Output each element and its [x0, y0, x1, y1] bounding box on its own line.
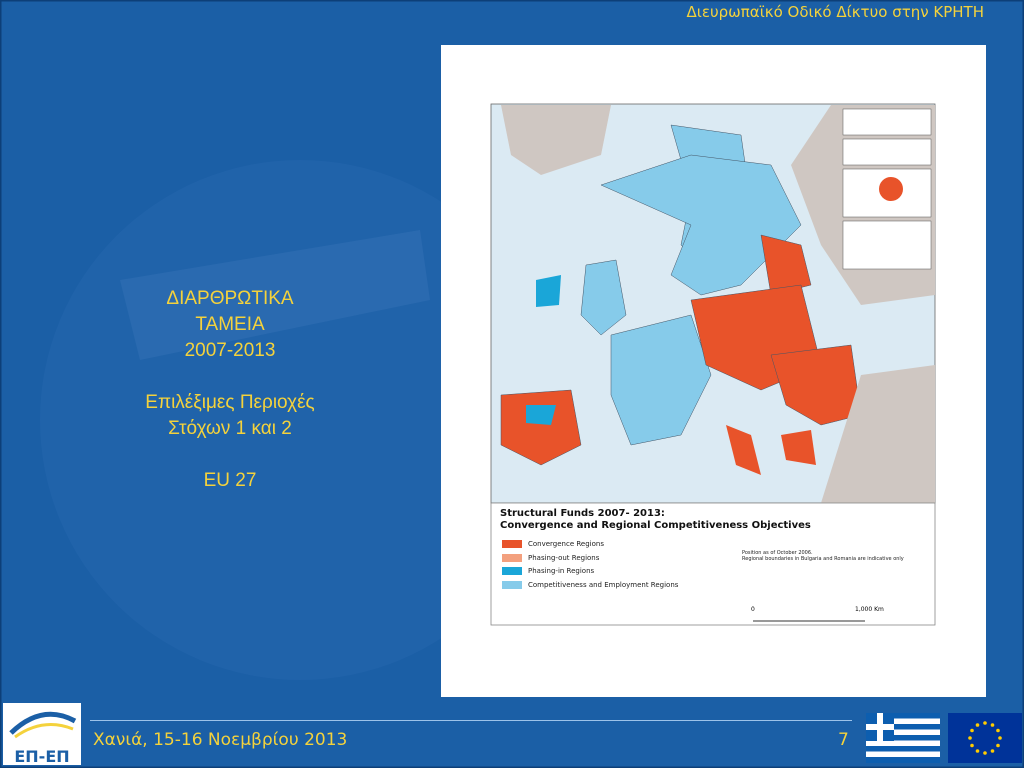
map-frame — [441, 45, 986, 697]
map-note: Position as of October 2006. Regional bo… — [742, 550, 904, 562]
body-line: Στόχων 1 και 2 — [168, 418, 292, 439]
legend-swatch — [502, 540, 522, 548]
note-line: Position as of October 2006. — [742, 550, 813, 556]
eu-star — [975, 723, 980, 727]
eu-star — [990, 723, 995, 727]
legend-swatch — [502, 553, 522, 562]
scale-label: 1,000 Km — [855, 606, 884, 613]
legend-label: Phasing-in Regions — [528, 567, 595, 575]
note-line: Regional boundaries in Bulgaria and Roma… — [742, 556, 904, 562]
eu-star — [983, 751, 987, 755]
body-text: ΔΙΑΡΘΡΩΤΙΚΑ ΤΑΜΕΙΑ 2007-2013 Επιλέξιμες Περ… — [80, 286, 380, 494]
eu-star — [983, 721, 987, 725]
map-subtitle: Convergence and Regional Competitiveness… — [500, 520, 811, 531]
eu-star — [975, 749, 980, 753]
body-line: ΔΙΑΡΘΡΩΤΙΚΑ — [166, 288, 294, 309]
eu-star — [996, 728, 1000, 733]
header-title: Διευρωπαϊκό Οδικό Δίκτυο στην ΚΡΗΤΗ — [686, 3, 984, 21]
scale-label: 0 — [751, 606, 755, 613]
legend-swatch — [502, 567, 522, 575]
legend-label: Convergence Regions — [528, 540, 604, 548]
legend-item: Phasing-in Regions — [502, 565, 678, 577]
body-line: EU 27 — [203, 470, 257, 491]
logo-art — [9, 711, 77, 739]
eu-star — [996, 743, 1000, 748]
body-line: 2007-2013 — [184, 340, 276, 361]
footer-text: Χανιά, 15-16 Νοεμβρίου 2013 — [93, 730, 348, 750]
legend-item: Competitiveness and Employment Regions — [502, 579, 678, 591]
legend-item: Phasing-out Regions — [502, 552, 678, 564]
legend-item: Convergence Regions — [502, 538, 678, 550]
eu-star — [970, 728, 974, 733]
greek-flag — [866, 713, 940, 763]
legend-swatch — [502, 580, 522, 589]
body-line: Επιλέξιμες Περιοχές — [145, 392, 315, 413]
eu-star — [970, 743, 974, 748]
eu-star — [968, 736, 972, 740]
legend-label: Competitiveness and Employment Regions — [528, 580, 679, 589]
legend: Convergence Regions Phasing-out Regions Ph… — [502, 538, 678, 592]
eu-flag — [948, 713, 1022, 763]
logo-text: ΕΠ-ΕΠ — [14, 747, 70, 766]
map — [490, 103, 936, 626]
body-line: ΤΑΜΕΙΑ — [195, 314, 265, 335]
footer-rule — [90, 720, 852, 721]
logo: ΕΠ-ΕΠ — [3, 703, 81, 766]
page-number: 7 — [838, 730, 849, 750]
legend-label: Phasing-out Regions — [528, 553, 600, 562]
eu-star — [990, 749, 995, 753]
map-title: Structural Funds 2007- 2013: — [500, 508, 665, 519]
eu-star — [998, 736, 1002, 740]
